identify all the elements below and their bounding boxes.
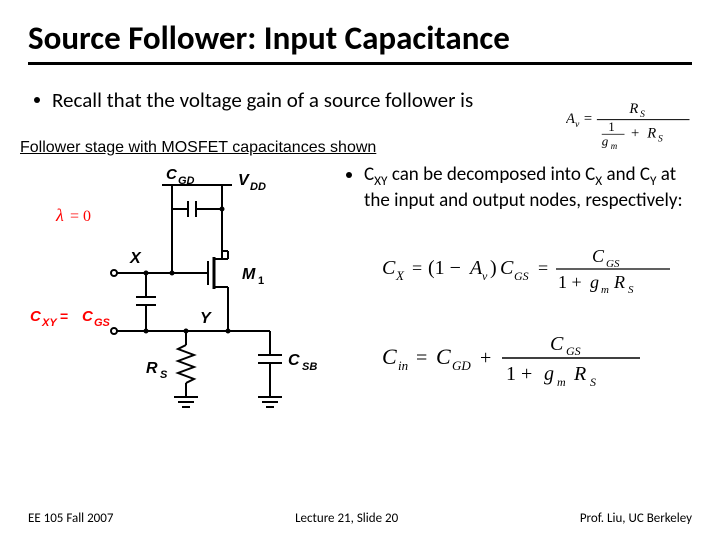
svg-text:C: C xyxy=(436,344,451,369)
svg-text:R: R xyxy=(646,126,656,142)
bullet-decompose-text: CXY can be decomposed into CX and CY at … xyxy=(364,163,692,212)
formula-cin: C in = C GD + C GS 1 + g m R S xyxy=(382,326,682,390)
svg-text:(1 −: (1 − xyxy=(428,257,461,279)
bullet-decompose: CXY can be decomposed into CX and CY at … xyxy=(346,163,692,212)
svg-text:R: R xyxy=(613,272,625,292)
svg-text:C: C xyxy=(382,257,396,279)
content-row: λ = 0 V DD C GD X xyxy=(28,163,692,438)
svg-text:): ) xyxy=(490,257,497,279)
svg-text:1: 1 xyxy=(608,119,615,134)
svg-text:S: S xyxy=(640,109,645,120)
svg-text:XY: XY xyxy=(41,317,58,329)
formula-av: A v = R S 1 g m + R S xyxy=(566,92,696,149)
svg-text:GD: GD xyxy=(452,358,471,373)
svg-text:X: X xyxy=(129,250,142,267)
slide-footer: EE 105 Fall 2007 Lecture 21, Slide 20 Pr… xyxy=(28,511,692,526)
right-column: CXY can be decomposed into CX and CY at … xyxy=(338,163,692,438)
bullet-dot-icon xyxy=(34,97,40,103)
slide-container: Source Follower: Input Capacitance Recal… xyxy=(0,0,720,540)
svg-text:g: g xyxy=(590,272,599,292)
svg-text:in: in xyxy=(398,358,408,373)
svg-text:v: v xyxy=(482,269,488,283)
svg-text:GS: GS xyxy=(606,258,620,270)
svg-text:C: C xyxy=(550,333,564,355)
bullet-recall-text: Recall that the voltage gain of a source… xyxy=(52,87,473,113)
svg-text:M: M xyxy=(242,266,256,283)
svg-text:1 +: 1 + xyxy=(558,272,582,292)
svg-text:=: = xyxy=(412,258,422,278)
circuit-column: λ = 0 V DD C GD X xyxy=(28,163,338,438)
svg-text:m: m xyxy=(601,284,609,296)
svg-text:DD: DD xyxy=(250,181,266,193)
svg-text:C: C xyxy=(82,308,94,325)
svg-text:GS: GS xyxy=(514,269,529,283)
formula-cx: C X = (1 − A v ) C GS = C GS 1 + g m R S xyxy=(382,242,692,296)
svg-text:C: C xyxy=(30,308,42,325)
svg-text:V: V xyxy=(238,172,250,189)
svg-text:C: C xyxy=(166,166,178,183)
svg-text:GS: GS xyxy=(94,317,111,329)
svg-text:S: S xyxy=(590,375,596,389)
svg-text:m: m xyxy=(557,375,566,389)
circuit-diagram: λ = 0 V DD C GD X xyxy=(28,163,338,433)
svg-text:S: S xyxy=(658,134,663,145)
svg-text:=: = xyxy=(584,111,592,127)
svg-text:S: S xyxy=(628,284,634,296)
svg-text:R: R xyxy=(628,101,638,117)
svg-text:C: C xyxy=(592,246,605,266)
svg-text:g: g xyxy=(602,134,609,149)
svg-text:1: 1 xyxy=(258,275,264,287)
svg-text:m: m xyxy=(611,141,618,149)
svg-text:Y: Y xyxy=(200,310,212,327)
svg-text:=: = xyxy=(538,258,548,278)
svg-text:=: = xyxy=(416,347,427,369)
slide-title: Source Follower: Input Capacitance xyxy=(28,18,692,65)
svg-text:GS: GS xyxy=(566,344,581,358)
svg-text:+: + xyxy=(480,347,491,369)
svg-text:1 +: 1 + xyxy=(506,363,532,385)
footer-left: EE 105 Fall 2007 xyxy=(28,511,113,526)
svg-text:C: C xyxy=(382,344,397,369)
bullet-dot-icon xyxy=(346,172,352,178)
svg-text:R: R xyxy=(146,360,158,377)
svg-text:X: X xyxy=(395,268,405,283)
svg-text:+: + xyxy=(631,126,639,142)
svg-text:=: = xyxy=(60,308,68,324)
svg-text:C: C xyxy=(500,257,514,279)
svg-text:A: A xyxy=(566,111,575,127)
svg-text:= 0: = 0 xyxy=(70,208,91,225)
svg-text:λ: λ xyxy=(55,205,64,225)
svg-text:R: R xyxy=(573,363,586,385)
svg-text:v: v xyxy=(575,119,580,130)
svg-text:SB: SB xyxy=(302,361,317,373)
svg-text:GD: GD xyxy=(178,175,195,187)
footer-right: Prof. Liu, UC Berkeley xyxy=(580,511,692,526)
svg-text:C: C xyxy=(288,352,300,369)
svg-text:A: A xyxy=(468,257,483,279)
svg-text:g: g xyxy=(544,363,554,385)
footer-center: Lecture 21, Slide 20 xyxy=(295,511,398,526)
svg-text:S: S xyxy=(160,369,168,381)
